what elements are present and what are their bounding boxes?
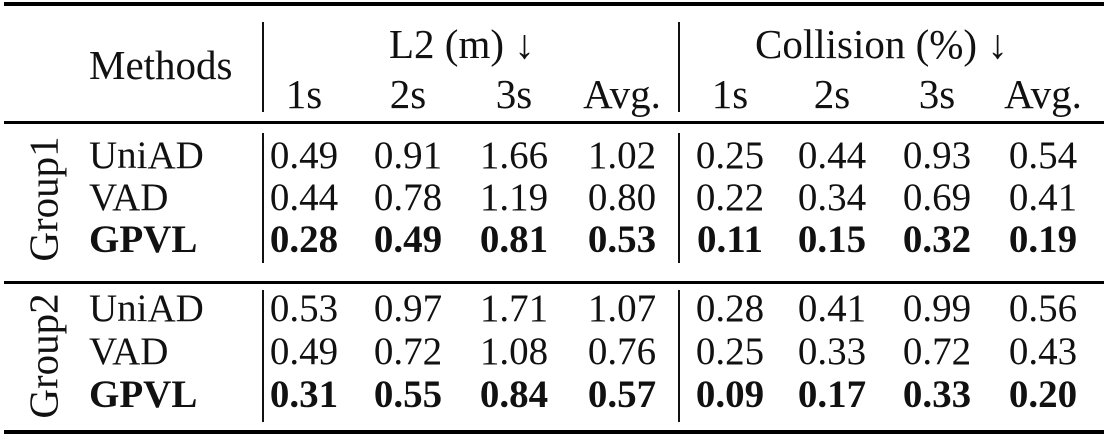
header-rule [4, 121, 1104, 124]
table-cell: 0.25 [695, 134, 765, 177]
column-separator [678, 133, 680, 263]
table-cell: 0.54 [1008, 134, 1078, 177]
table-cell: 0.49 [269, 330, 339, 373]
table-cell: 0.84 [479, 373, 549, 416]
table-cell: 0.09 [695, 373, 765, 416]
table-cell: 0.44 [269, 176, 339, 219]
table-cell: 0.93 [902, 134, 972, 177]
table-cell: 1.19 [479, 176, 549, 219]
table-cell: 0.34 [797, 176, 867, 219]
table-cell: 0.57 [587, 373, 657, 416]
table-cell: 1.02 [587, 134, 657, 177]
table-cell: 0.49 [269, 134, 339, 177]
method-name: UniAD [89, 134, 204, 177]
subcolumn-label-l2-1: 1s [285, 71, 323, 117]
subcolumn-label-l2-2: 2s [389, 71, 427, 117]
subcolumn-label-collision-2: 2s [813, 71, 851, 117]
table-cell: 0.25 [695, 330, 765, 373]
table-cell: 0.72 [373, 330, 443, 373]
column-separator [678, 290, 680, 422]
table-cell: 0.41 [797, 287, 867, 330]
group-divider-rule [4, 281, 1104, 284]
table-cell: 0.19 [1008, 218, 1078, 261]
table-cell: 0.80 [587, 176, 657, 219]
table-cell: 0.76 [587, 330, 657, 373]
table-cell: 0.44 [797, 134, 867, 177]
subcolumn-label-l2-4: Avg. [583, 71, 661, 117]
method-name: GPVL [89, 373, 198, 416]
table-cell: 0.99 [902, 287, 972, 330]
table-cell: 0.28 [695, 287, 765, 330]
table-cell: 0.91 [373, 134, 443, 177]
table-cell: 1.08 [479, 330, 549, 373]
table-cell: 0.33 [797, 330, 867, 373]
table-cell: 0.33 [902, 373, 972, 416]
table-cell: 0.78 [373, 176, 443, 219]
table-cell: 0.72 [902, 330, 972, 373]
table-cell: 0.69 [902, 176, 972, 219]
l2-header: L2 (m) ↓ [389, 21, 535, 67]
table-cell: 0.22 [695, 176, 765, 219]
group-label: Group1 [20, 136, 67, 262]
table-cell: 0.97 [373, 287, 443, 330]
method-name: GPVL [89, 218, 198, 261]
subcolumn-label-l2-3: 3s [495, 71, 533, 117]
table-cell: 0.17 [797, 373, 867, 416]
bottom-rule [4, 430, 1104, 434]
table-cell: 0.81 [479, 218, 549, 261]
table-cell: 0.11 [696, 218, 764, 261]
table-cell: 0.53 [269, 287, 339, 330]
table-cell: 1.66 [479, 134, 549, 177]
table-cell: 0.28 [269, 218, 339, 261]
column-separator [262, 290, 264, 422]
method-name: UniAD [89, 287, 204, 330]
collision-header: Collision (%) ↓ [755, 21, 1008, 67]
subcolumn-label-collision-3: 3s [918, 71, 956, 117]
column-separator [262, 22, 264, 112]
table-cell: 1.07 [587, 287, 657, 330]
table-cell: 0.15 [797, 218, 867, 261]
method-name: VAD [89, 176, 169, 219]
column-separator [678, 22, 680, 112]
table-cell: 0.53 [587, 218, 657, 261]
top-rule [4, 2, 1104, 6]
table-cell: 0.56 [1008, 287, 1078, 330]
table-cell: 1.71 [479, 287, 549, 330]
table-cell: 0.43 [1008, 330, 1078, 373]
methods-header: Methods [89, 42, 233, 88]
group-label: Group2 [20, 293, 67, 419]
subcolumn-label-collision-1: 1s [711, 71, 749, 117]
table-cell: 0.20 [1008, 373, 1078, 416]
column-separator [262, 133, 264, 263]
table-cell: 0.32 [902, 218, 972, 261]
method-name: VAD [89, 330, 169, 373]
subcolumn-label-collision-4: Avg. [1004, 71, 1082, 117]
table-cell: 0.49 [373, 218, 443, 261]
table-cell: 0.31 [269, 373, 339, 416]
table-cell: 0.41 [1008, 176, 1078, 219]
table-cell: 0.55 [373, 373, 443, 416]
